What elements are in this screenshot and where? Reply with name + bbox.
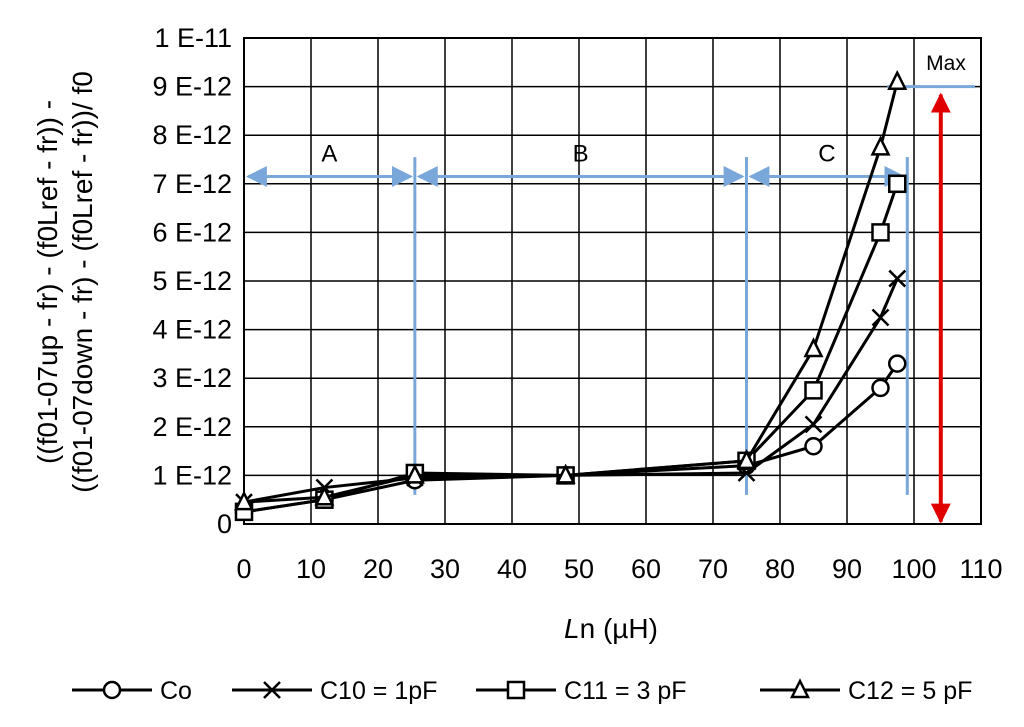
y-tick-label: 5 E-12: [152, 266, 232, 296]
data-point: [404, 463, 425, 484]
data-point: [871, 223, 890, 242]
x-axis-label-unit: n (µH): [580, 613, 658, 644]
legend-marker: [263, 681, 281, 699]
series-line: [243, 362, 899, 514]
plot-frame: [243, 37, 982, 525]
data-point: [870, 135, 891, 156]
x-tick-label: 30: [430, 554, 460, 584]
data-point: [736, 449, 757, 470]
y-tick-label: 4 E-12: [152, 315, 232, 345]
legend-label: C12 = 5 pF: [848, 677, 972, 705]
grid-lines: [243, 37, 982, 525]
y-tick-label: 3 E-12: [152, 363, 232, 393]
x-tick-label: 50: [564, 554, 594, 584]
x-tick-label: 100: [891, 554, 936, 584]
y-tick-label: 2 E-12: [152, 412, 232, 442]
y-tick-label: 8 E-12: [152, 120, 232, 150]
series-line: [243, 81, 899, 504]
legend-label: C11 = 3 pF: [564, 677, 687, 705]
x-axis-label: Ln (µH): [564, 613, 658, 644]
zone-label: B: [573, 141, 589, 168]
data-point: [804, 381, 823, 400]
y-tick-label: 9 E-12: [152, 72, 232, 102]
data-point: [803, 337, 824, 358]
data-point: [233, 490, 255, 511]
legend-label: Co: [160, 677, 192, 705]
data-point: [871, 308, 890, 327]
series-lines: [233, 69, 908, 522]
x-tick-label: 70: [698, 554, 728, 584]
y-tick-label: 7 E-12: [152, 169, 232, 199]
y-axis-label-line2: ((f01-07down - fr) - (f0Lref - fr))/ f0: [67, 71, 98, 493]
zone-label: A: [321, 141, 337, 168]
series-2: [234, 174, 907, 522]
max-label: Max: [926, 52, 966, 75]
x-tick-label: 110: [959, 554, 1002, 584]
x-tick-label: 0: [236, 554, 251, 584]
data-point: [804, 436, 823, 456]
data-point: [888, 269, 907, 288]
legend-marker: [506, 680, 526, 700]
data-point: [871, 378, 890, 398]
x-tick-label: 20: [363, 554, 393, 584]
x-tick-label: 40: [497, 554, 527, 584]
legend-marker: [789, 678, 811, 699]
data-point: [888, 354, 907, 373]
data-point: [804, 415, 823, 434]
legend: Co C10 = 1pF C11 = 3 pF C12 = 5 pF: [72, 677, 972, 705]
y-tick-label: 6 E-12: [152, 217, 232, 247]
series-line: [243, 277, 899, 504]
y-tick-label: 1 E-12: [152, 460, 232, 490]
data-point: [888, 174, 907, 194]
x-tick-label: 90: [832, 554, 862, 584]
zone-annotations: A B C Max: [245, 52, 975, 524]
legend-label: C10 = 1pF: [320, 677, 437, 705]
legend-marker: [102, 680, 122, 700]
x-axis-label-symbol: L: [564, 613, 580, 644]
zone-label: C: [818, 141, 835, 168]
data-point: [887, 69, 908, 90]
y-tick-label: 0: [217, 509, 232, 539]
x-tick-label: 60: [631, 554, 661, 584]
y-axis-label-line1: ((f01-07up - fr) - (f0Lref - fr)) -: [32, 100, 63, 464]
data-point: [314, 485, 335, 506]
data-point: [555, 463, 576, 484]
axis-ticks: 0 10 20 30 40 50 60 70 80 90 100 110 0 1 E-12 2 E-12 3 …: [152, 23, 1002, 584]
y-tick-label: 1 E-11: [154, 23, 232, 53]
x-tick-label: 80: [765, 554, 795, 584]
series-3: [233, 69, 908, 511]
x-tick-label: 10: [296, 554, 326, 584]
